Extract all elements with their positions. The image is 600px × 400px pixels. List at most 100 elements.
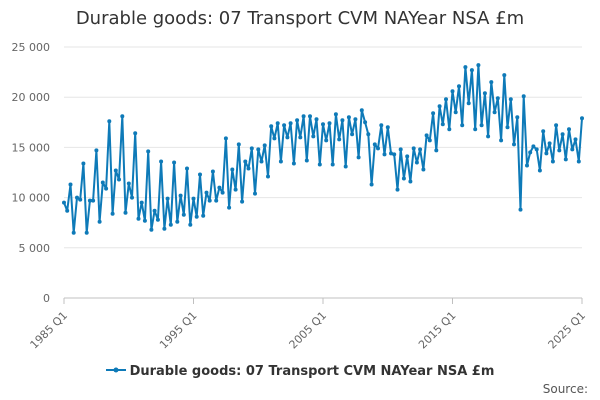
x-tick-label: 2025 Q1 xyxy=(546,309,589,352)
data-point xyxy=(253,191,257,196)
data-point xyxy=(104,186,109,191)
data-point xyxy=(389,151,393,156)
data-point xyxy=(424,133,429,138)
data-point xyxy=(207,198,212,203)
data-point xyxy=(285,135,290,140)
data-point xyxy=(356,155,361,160)
data-point xyxy=(457,84,461,89)
data-point xyxy=(155,217,160,222)
data-point xyxy=(321,122,325,127)
x-tick-label: 1985 Q1 xyxy=(28,309,71,352)
data-point xyxy=(159,159,164,164)
data-point xyxy=(343,164,348,169)
series-line xyxy=(63,64,583,234)
data-point xyxy=(210,169,215,174)
data-point xyxy=(469,68,474,73)
data-point xyxy=(107,119,112,124)
data-point xyxy=(376,146,380,151)
data-point xyxy=(269,124,274,129)
data-point xyxy=(444,97,448,102)
data-point xyxy=(447,127,452,132)
data-point xyxy=(130,195,134,200)
data-point xyxy=(414,160,419,165)
data-point xyxy=(502,73,507,78)
data-point xyxy=(382,152,387,157)
data-point xyxy=(427,138,432,143)
data-point xyxy=(243,159,248,164)
data-point xyxy=(580,116,584,121)
data-point xyxy=(317,162,322,167)
data-point xyxy=(94,148,99,153)
data-point xyxy=(278,159,283,164)
data-point xyxy=(482,91,487,96)
data-point xyxy=(246,166,251,171)
data-point xyxy=(379,123,384,128)
data-point xyxy=(308,114,312,119)
data-point xyxy=(304,158,309,163)
data-point xyxy=(418,147,423,152)
y-tick-label: 20 000 xyxy=(12,91,51,104)
data-point xyxy=(204,190,209,195)
data-point xyxy=(142,218,147,223)
data-point xyxy=(314,117,319,122)
data-point xyxy=(369,182,374,187)
data-point xyxy=(259,159,264,164)
data-point xyxy=(531,144,536,149)
data-point xyxy=(220,190,225,195)
data-point xyxy=(460,123,465,128)
data-point xyxy=(113,168,118,173)
data-point xyxy=(272,136,277,141)
data-point xyxy=(499,138,504,143)
data-point xyxy=(554,123,559,128)
data-point xyxy=(440,122,445,127)
x-tick-label: 2005 Q1 xyxy=(287,309,330,352)
data-point xyxy=(91,198,96,203)
y-tick-label: 0 xyxy=(43,292,50,305)
data-point xyxy=(421,167,426,172)
data-point xyxy=(230,167,235,172)
data-point xyxy=(120,114,125,119)
y-tick-label: 25 000 xyxy=(12,41,51,54)
data-point xyxy=(537,168,542,173)
data-point xyxy=(181,212,186,217)
data-point xyxy=(165,196,170,201)
data-point xyxy=(97,219,102,224)
data-point xyxy=(68,182,73,187)
data-point xyxy=(340,118,345,123)
data-point xyxy=(434,148,439,153)
data-point xyxy=(495,96,500,101)
data-point xyxy=(528,150,533,155)
y-tick-label: 15 000 xyxy=(12,141,51,154)
data-point xyxy=(453,110,458,115)
data-point xyxy=(288,121,293,126)
data-point xyxy=(392,152,397,157)
data-point xyxy=(175,219,180,224)
data-point xyxy=(78,197,83,202)
data-point xyxy=(479,123,484,128)
data-point xyxy=(395,187,400,192)
data-point xyxy=(541,129,546,134)
data-point xyxy=(550,159,555,164)
data-point xyxy=(62,200,66,205)
data-point xyxy=(450,89,455,94)
grid-lines xyxy=(64,46,582,249)
data-point xyxy=(573,137,578,142)
data-point xyxy=(515,115,520,120)
data-point xyxy=(84,230,89,235)
data-point xyxy=(547,141,552,146)
legend[interactable]: Durable goods: 07 Transport CVM NAYear N… xyxy=(0,364,600,379)
data-point xyxy=(133,131,138,136)
data-point xyxy=(198,172,202,177)
data-point xyxy=(236,142,241,147)
data-point xyxy=(408,179,413,184)
data-point xyxy=(298,135,303,140)
x-tick-label: 2015 Q1 xyxy=(416,309,459,352)
series-layer xyxy=(62,63,584,235)
data-point xyxy=(337,137,342,142)
x-tick-label: 1995 Q1 xyxy=(157,309,200,352)
data-point xyxy=(81,161,86,166)
source-label: Source: xyxy=(542,382,588,396)
data-point xyxy=(217,185,222,190)
data-point xyxy=(162,226,167,231)
data-point xyxy=(508,97,513,102)
